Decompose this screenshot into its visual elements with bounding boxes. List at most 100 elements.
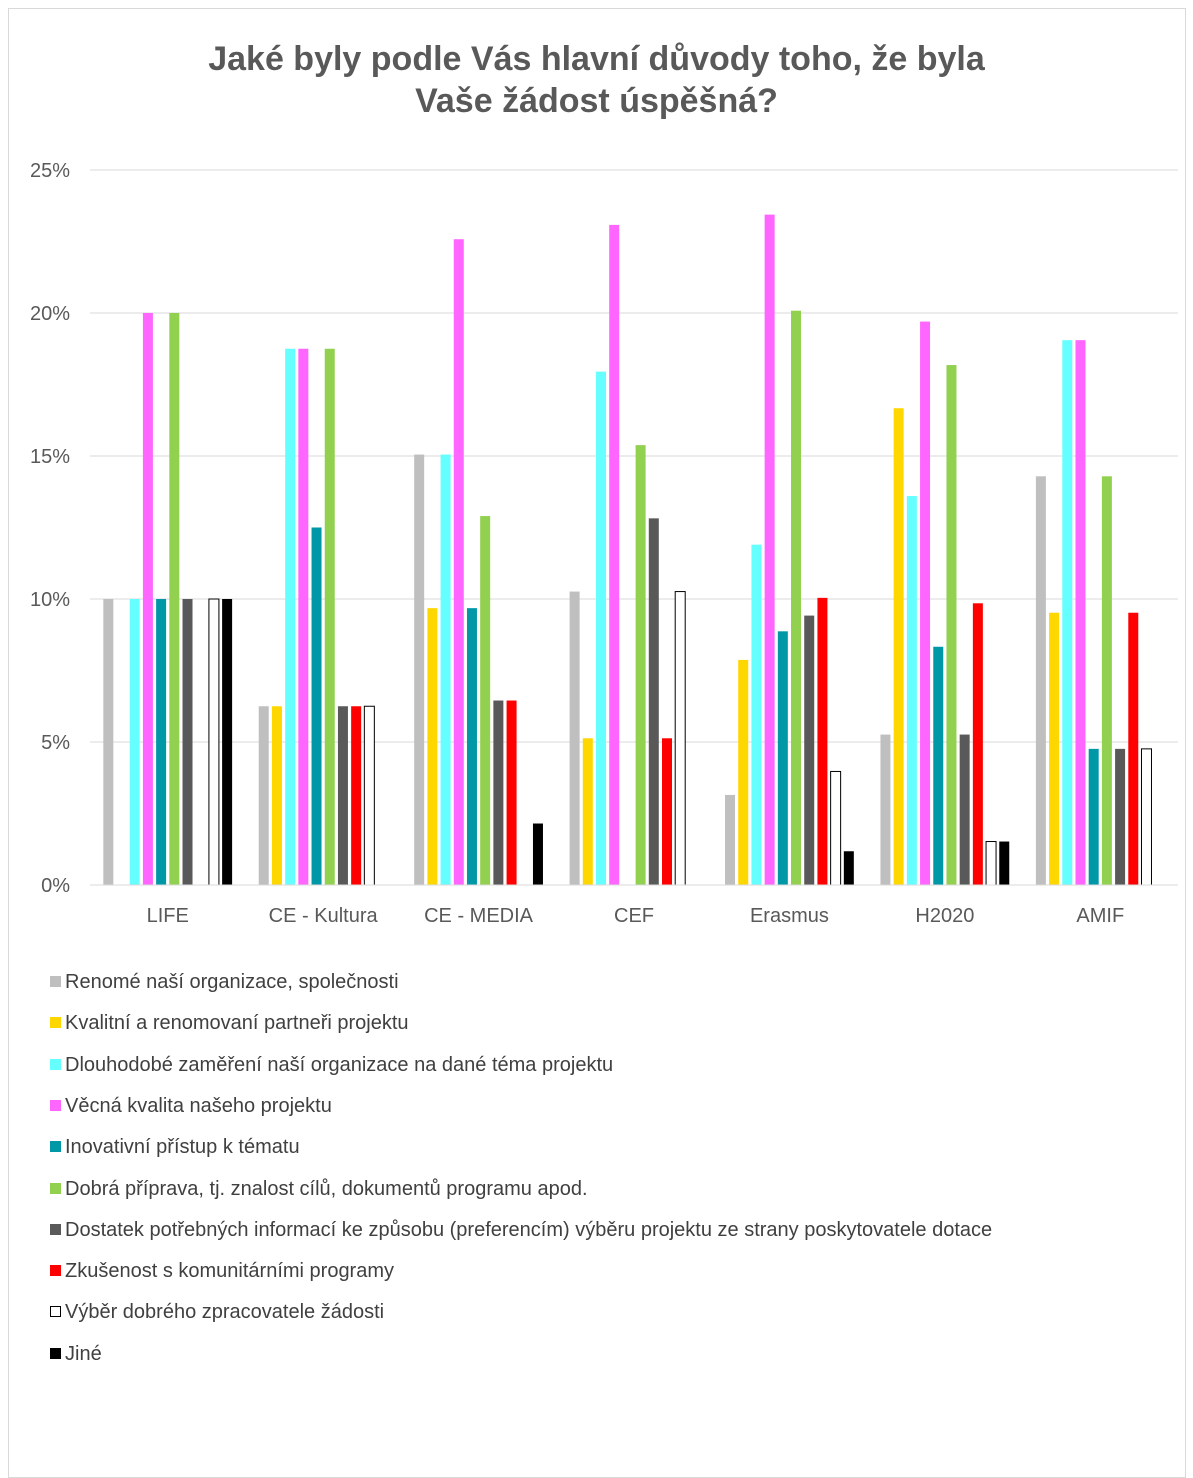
y-tick-label: 0% [41, 875, 70, 897]
bar [738, 659, 749, 885]
legend-item: Inovativní přístup k tématu [50, 1133, 300, 1161]
bar [804, 615, 815, 885]
bar [1140, 748, 1152, 886]
bar [972, 603, 983, 885]
x-tick-label: CEF [614, 905, 654, 927]
legend-swatch [50, 1223, 61, 1235]
y-tick-label: 20% [30, 303, 70, 325]
legend-item: Kvalitní a renomovaní partneři projektu [50, 1009, 409, 1037]
legend-item: Dostatek potřebných informací ke způsobu… [50, 1216, 992, 1244]
legend-item: Výběr dobrého zpracovatele žádosti [50, 1298, 384, 1326]
bar [569, 591, 580, 885]
bar [582, 738, 593, 885]
bar [337, 706, 348, 885]
bar [169, 313, 180, 885]
bar [351, 706, 362, 885]
legend-swatch [50, 1265, 61, 1277]
bar [222, 599, 233, 885]
bar [156, 599, 167, 885]
bar [453, 239, 464, 885]
legend-label: Zkušenost s komunitárními programy [65, 1260, 395, 1283]
legend-item: Renomé naší organizace, společnosti [50, 968, 399, 996]
legend-label: Dlouhodobé zaměření naší organizace na d… [65, 1053, 614, 1076]
legend-item: Věcná kvalita našeho projektu [50, 1092, 332, 1120]
x-tick-label: Erasmus [750, 905, 829, 927]
bar [764, 214, 775, 886]
bar [466, 608, 477, 885]
bar [142, 313, 153, 885]
bar [208, 598, 220, 886]
bar [817, 597, 828, 885]
bar [532, 823, 543, 885]
legend-item: Jiné [50, 1340, 102, 1368]
y-tick-label: 10% [30, 589, 70, 611]
bar [182, 599, 193, 885]
bar [906, 496, 917, 885]
bar [777, 631, 788, 885]
bar [258, 706, 269, 885]
bar-chart-plot: 0% 5% 10% 15% 20% 25% LIFE CE - Kultura CE - MED… [30, 160, 1178, 927]
bar [298, 348, 309, 885]
legend-label: Inovativní přístup k tématu [65, 1136, 300, 1159]
bar [893, 408, 904, 885]
y-tick-label: 5% [41, 732, 70, 754]
legend-item: Zkušenost s komunitárními programy [50, 1257, 394, 1285]
legend-swatch [50, 1017, 61, 1029]
legend-swatch [50, 1182, 61, 1194]
bar [271, 706, 282, 885]
bar [791, 310, 802, 885]
bar [725, 794, 736, 885]
x-tick-label: CE - Kultura [269, 905, 379, 927]
legend-label: Dobrá příprava, tj. znalost cílů, dokume… [65, 1177, 588, 1200]
chart-title-line-1: Jaké byly podle Vás hlavní důvody toho, … [208, 40, 985, 78]
bar [506, 700, 517, 885]
bar [440, 454, 451, 885]
bar [635, 445, 646, 885]
bar [103, 599, 114, 885]
legend-label: Dostatek potřebných informací ke způsobu… [65, 1218, 993, 1241]
bar [609, 224, 620, 886]
bar [959, 734, 970, 885]
bar [985, 841, 997, 886]
legend-label: Jiné [65, 1342, 102, 1365]
y-tick-label: 25% [30, 160, 70, 182]
x-tick-label: AMIF [1076, 905, 1124, 927]
bar [493, 700, 504, 885]
x-tick-label: CE - MEDIA [424, 905, 534, 927]
legend-swatch [50, 1347, 61, 1359]
chart-title: Jaké byly podle Vás hlavní důvody toho, … [0, 38, 1193, 122]
legend-swatch [50, 976, 61, 987]
bar [129, 599, 140, 885]
legend-swatch [50, 1099, 61, 1111]
bar [751, 544, 762, 885]
legend-label: Renomé naší organizace, společnosti [65, 971, 399, 993]
bar [1128, 612, 1139, 885]
bar [830, 770, 842, 886]
bar [1062, 340, 1073, 885]
legend-label: Kvalitní a renomovaní partneři projektu [65, 1012, 409, 1035]
bar [1115, 748, 1126, 885]
bar [843, 851, 854, 885]
legend-item: Dobrá příprava, tj. znalost cílů, dokume… [50, 1175, 588, 1203]
chart-title-line-2: Vaše žádost úspěšná? [415, 82, 778, 120]
legend-label: Výběr dobrého zpracovatele žádosti [65, 1301, 385, 1324]
bar [1075, 340, 1086, 885]
bar [946, 365, 957, 885]
bar [674, 591, 686, 886]
bar [596, 371, 606, 885]
x-tick-label: H2020 [915, 905, 974, 927]
legend-label: Věcná kvalita našeho projektu [65, 1094, 332, 1117]
y-tick-label: 15% [30, 446, 70, 468]
bar [933, 646, 944, 885]
bar [662, 738, 672, 885]
bar [648, 518, 659, 885]
legend-item: Dlouhodobé zaměření naší organizace na d… [50, 1051, 613, 1079]
legend-swatch [50, 1306, 61, 1318]
bar [480, 516, 491, 885]
bar [427, 608, 438, 885]
bar [1035, 476, 1046, 885]
bar [1101, 476, 1112, 885]
legend-swatch [50, 1141, 61, 1153]
bar [311, 527, 322, 885]
bar [880, 734, 891, 885]
